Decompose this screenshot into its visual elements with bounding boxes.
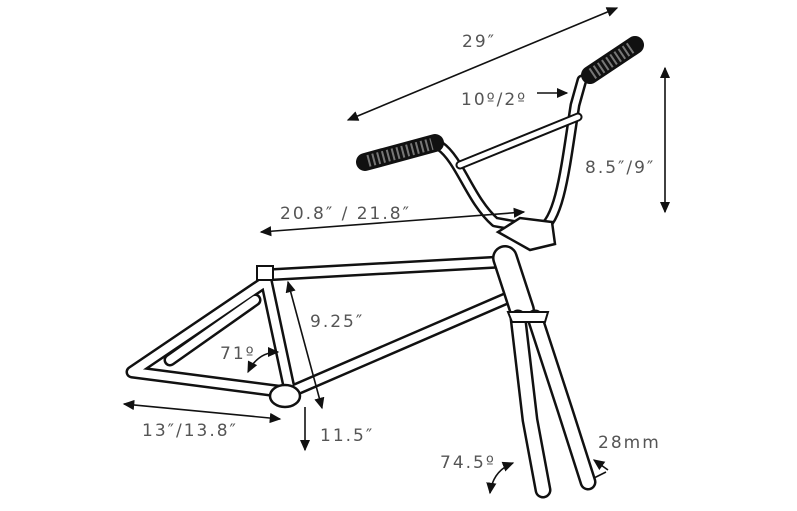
frame-drawing	[125, 36, 644, 499]
frame	[125, 245, 535, 409]
arrow	[486, 461, 515, 495]
dimension-label: 20.8″ / 21.8″	[280, 204, 411, 224]
dimension-label: 13″/13.8″	[142, 421, 238, 441]
dimension-arrows	[122, 7, 671, 495]
fork	[506, 309, 597, 499]
dimension-label: 28mm	[598, 433, 661, 453]
arrow	[259, 207, 526, 237]
dimension-label: 74.5º	[440, 453, 496, 473]
arrow	[594, 460, 609, 479]
arrow	[285, 280, 325, 410]
dimension-label: 11.5″	[320, 426, 374, 446]
left-grip	[356, 134, 444, 171]
dimension-label: 71º	[220, 344, 256, 364]
dimension-label: 29″	[462, 32, 496, 52]
arrow	[247, 346, 280, 374]
dimension-label: 9.25″	[310, 312, 364, 332]
arrow	[122, 399, 282, 424]
labels: 29″ 10º/2º 8.5″/9″ 20.8″ / 21.8″ 9.25″ 7…	[142, 32, 661, 473]
dimension-label: 8.5″/9″	[585, 158, 655, 178]
dimension-label: 10º/2º	[461, 90, 527, 110]
arrow	[346, 7, 619, 121]
